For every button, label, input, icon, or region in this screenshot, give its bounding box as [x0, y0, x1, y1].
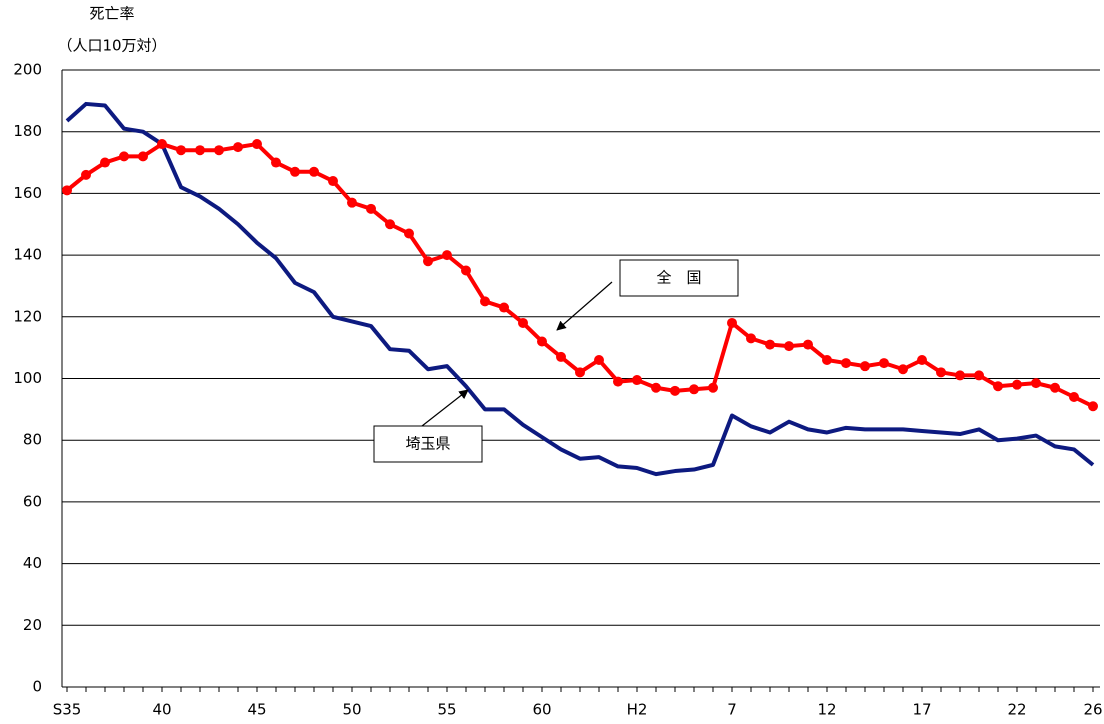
data-point	[537, 336, 547, 347]
data-point	[404, 228, 414, 239]
data-point	[480, 296, 490, 307]
data-point	[651, 382, 661, 393]
y-tick-label: 120	[13, 307, 42, 325]
data-point	[81, 169, 91, 180]
data-point	[803, 339, 813, 350]
data-point	[670, 385, 680, 396]
data-point	[385, 219, 395, 230]
y-tick-label: 200	[13, 61, 42, 79]
callout-box	[373, 425, 483, 463]
data-point	[841, 358, 851, 369]
data-point	[1050, 382, 1060, 393]
data-point	[727, 317, 737, 328]
data-point	[290, 166, 300, 177]
callout-arrow	[556, 281, 613, 331]
data-point	[879, 358, 889, 369]
x-tick-label: 22	[1007, 701, 1026, 719]
series-label: 全 国	[656, 269, 701, 287]
series-label: 埼玉県	[405, 435, 450, 453]
data-point	[993, 381, 1003, 392]
data-point	[461, 265, 471, 276]
data-point	[366, 203, 376, 214]
data-point	[119, 151, 129, 162]
data-point	[689, 384, 699, 395]
data-point	[195, 145, 205, 156]
data-point	[328, 176, 338, 187]
data-point	[499, 302, 509, 313]
x-tick-label: H2	[627, 701, 648, 719]
y-tick-label: 0	[32, 678, 42, 696]
data-point	[1012, 379, 1022, 390]
data-point	[822, 354, 832, 365]
y-axis-unit: （人口10万対）	[57, 37, 166, 55]
callout-arrow	[421, 389, 469, 427]
data-point	[632, 375, 642, 386]
data-point	[157, 139, 167, 150]
data-point	[613, 376, 623, 387]
data-point	[214, 145, 224, 156]
series-line	[65, 101, 1095, 477]
x-tick-label: 26	[1083, 701, 1102, 719]
data-point	[252, 139, 262, 150]
series-line	[65, 142, 1094, 409]
data-point	[518, 317, 528, 328]
x-tick-label: 60	[532, 701, 551, 719]
data-point	[1031, 378, 1041, 389]
y-tick-label: 60	[23, 492, 42, 510]
data-point	[309, 166, 319, 177]
y-tick-label: 180	[13, 122, 42, 140]
data-point	[860, 361, 870, 372]
data-point	[176, 145, 186, 156]
x-tick-label: S35	[53, 701, 82, 719]
data-point	[423, 256, 433, 267]
data-point	[271, 157, 281, 168]
data-point	[746, 333, 756, 344]
x-tick-label: 55	[437, 701, 456, 719]
data-point	[233, 142, 243, 153]
data-point	[898, 364, 908, 375]
data-point	[556, 351, 566, 362]
y-tick-label: 80	[23, 431, 42, 449]
data-point	[442, 250, 452, 261]
y-tick-label: 160	[13, 184, 42, 202]
x-tick-label: 12	[817, 701, 836, 719]
x-tick-label: 7	[727, 701, 737, 719]
data-point	[765, 339, 775, 350]
x-tick-label: 17	[912, 701, 931, 719]
data-point	[62, 185, 72, 196]
y-tick-label: 100	[13, 369, 42, 387]
data-point	[784, 341, 794, 352]
y-tick-label: 40	[23, 554, 42, 572]
data-point	[1088, 401, 1098, 412]
data-point	[917, 354, 927, 365]
data-point	[594, 354, 604, 365]
data-point	[100, 157, 110, 168]
data-point	[955, 370, 965, 381]
data-point	[347, 197, 357, 208]
y-tick-label: 140	[13, 246, 42, 264]
data-point	[708, 382, 718, 393]
data-point	[575, 367, 585, 378]
data-point	[974, 370, 984, 381]
x-tick-label: 45	[247, 701, 266, 719]
x-tick-label: 50	[342, 701, 361, 719]
callout-box	[619, 259, 739, 297]
data-point	[138, 151, 148, 162]
data-point	[1069, 392, 1079, 403]
y-axis-label: 死亡率	[89, 5, 134, 23]
data-point	[936, 367, 946, 378]
y-tick-label: 20	[23, 616, 42, 634]
x-tick-label: 40	[152, 701, 171, 719]
